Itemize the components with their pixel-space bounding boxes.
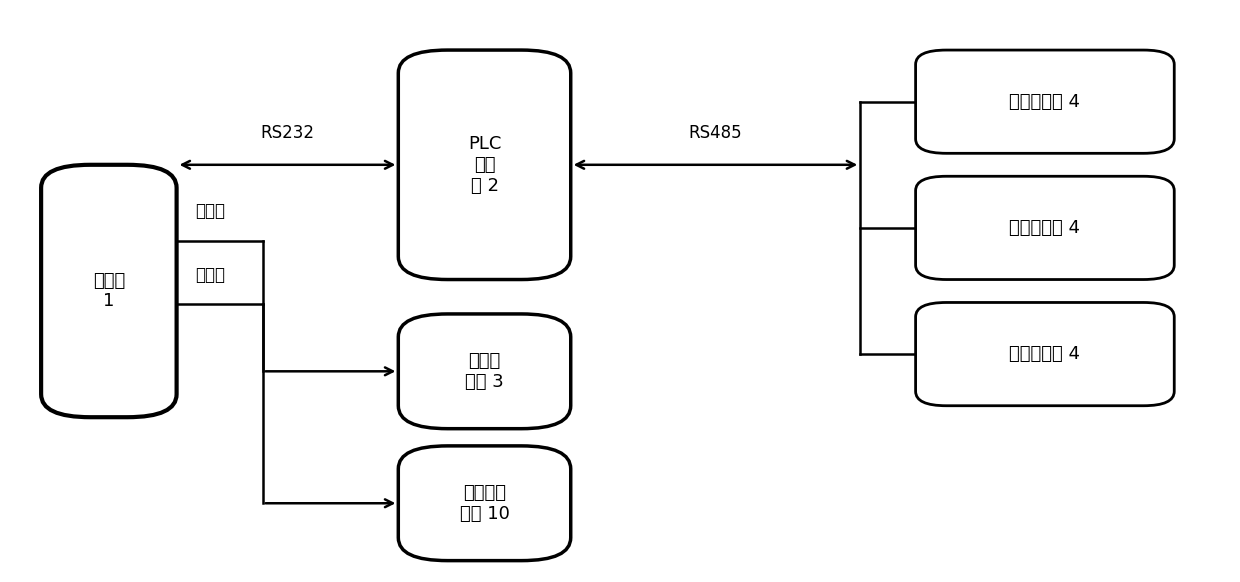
Text: 上位机
1: 上位机 1 — [93, 272, 125, 310]
Text: RS232: RS232 — [260, 124, 315, 142]
Text: 千兆网: 千兆网 — [195, 203, 226, 221]
FancyBboxPatch shape — [398, 446, 570, 560]
Text: 机器人控
制器 10: 机器人控 制器 10 — [460, 484, 510, 523]
Text: RS485: RS485 — [688, 124, 743, 142]
FancyBboxPatch shape — [398, 50, 570, 279]
Text: PLC
控制
器 2: PLC 控制 器 2 — [467, 135, 501, 194]
Text: 千兆网: 千兆网 — [195, 265, 226, 283]
Text: 激光测距仪 4: 激光测距仪 4 — [1009, 219, 1080, 237]
FancyBboxPatch shape — [915, 50, 1174, 153]
Text: 激光测距仪 4: 激光测距仪 4 — [1009, 345, 1080, 363]
FancyBboxPatch shape — [915, 176, 1174, 279]
Text: 视觉传
感器 3: 视觉传 感器 3 — [465, 352, 503, 391]
FancyBboxPatch shape — [41, 165, 176, 417]
Text: 激光测距仪 4: 激光测距仪 4 — [1009, 93, 1080, 111]
FancyBboxPatch shape — [915, 303, 1174, 406]
FancyBboxPatch shape — [398, 314, 570, 429]
